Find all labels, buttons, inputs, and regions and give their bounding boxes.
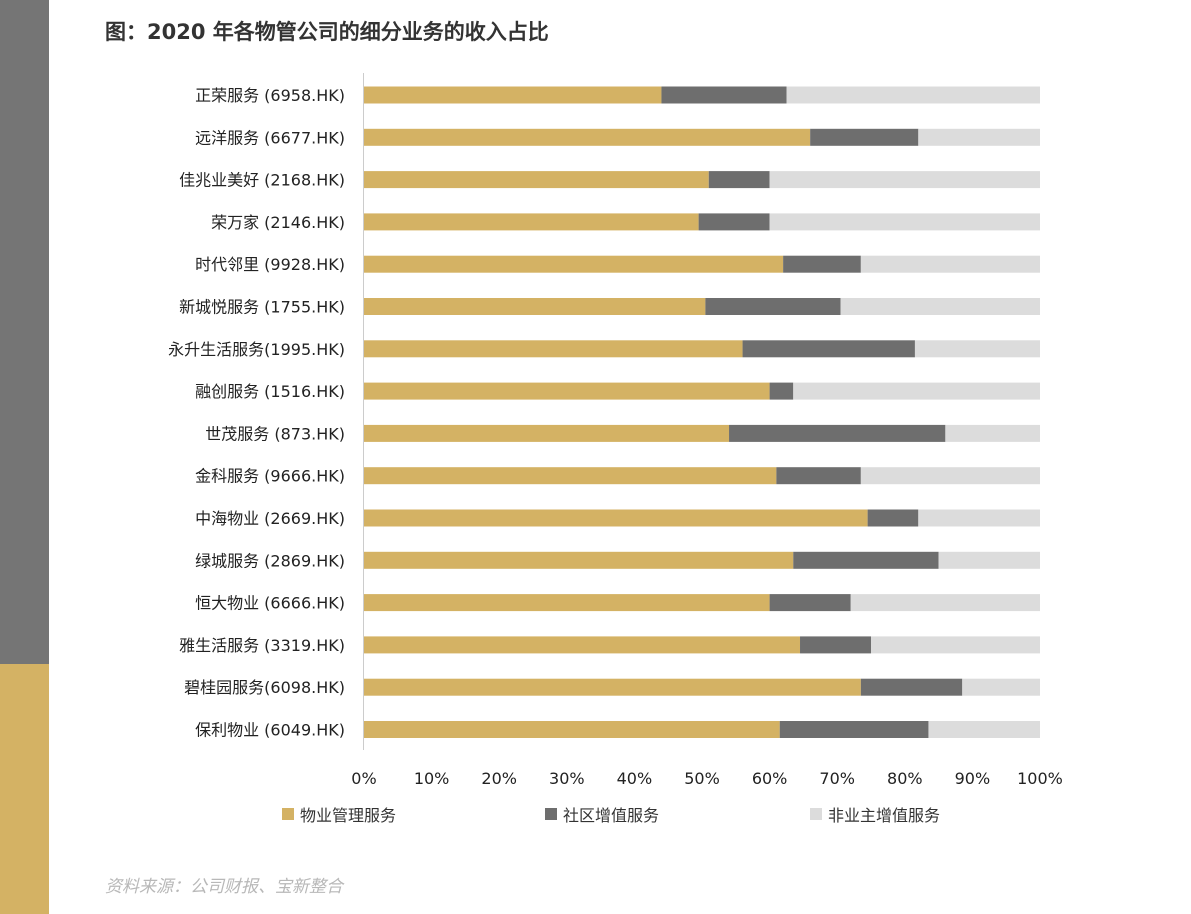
category-label: 荣万家 (2146.HK): [211, 213, 345, 232]
x-tick-label: 40%: [617, 769, 653, 788]
bar-segment: [364, 340, 743, 358]
category-label: 远洋服务 (6677.HK): [195, 128, 345, 147]
x-tick-label: 60%: [752, 769, 788, 788]
category-label: 永升生活服务(1995.HK): [168, 340, 345, 359]
sidebar-accent-bottom: [0, 664, 49, 914]
category-label: 恒大物业 (6666.HK): [195, 594, 345, 613]
category-label: 金科服务 (9666.HK): [195, 467, 345, 486]
bar-segment: [850, 594, 1040, 612]
bar-segment: [364, 382, 770, 400]
x-tick-label: 20%: [481, 769, 517, 788]
x-tick-label: 50%: [684, 769, 720, 788]
legend-item-non-owner-services: 非业主增值服务: [810, 802, 940, 826]
bar-segment: [364, 721, 780, 738]
bar-segment: [708, 171, 770, 189]
bar-segment: [945, 424, 1040, 442]
legend-label: 社区增值服务: [563, 806, 660, 825]
bar-segment: [364, 594, 770, 612]
bar-segment: [705, 298, 841, 315]
legend-swatch: [545, 808, 557, 820]
category-label: 融创服务 (1516.HK): [195, 382, 345, 401]
x-tick-label: 70%: [819, 769, 855, 788]
legend-label: 非业主增值服务: [828, 806, 941, 825]
category-label: 世茂服务 (873.HK): [205, 424, 345, 443]
bar-segment: [779, 721, 929, 738]
legend-item-community-services: 社区增值服务: [545, 802, 659, 826]
bar-segment: [786, 86, 1040, 104]
bar-segment: [698, 213, 770, 231]
bar-segment: [800, 636, 871, 654]
bar-segment: [661, 86, 787, 104]
bar-segment: [364, 213, 699, 231]
bar-segment: [364, 255, 784, 273]
bar-segment: [776, 467, 861, 485]
x-tick-label: 10%: [414, 769, 450, 788]
bar-segment: [364, 636, 801, 654]
x-tick-label: 0%: [351, 769, 376, 788]
x-tick-label: 30%: [549, 769, 585, 788]
bar-segment: [364, 171, 709, 189]
bar-segment: [769, 594, 851, 612]
category-label: 绿城服务 (2869.HK): [195, 551, 345, 570]
bar-segment: [793, 382, 1040, 400]
bar-segment: [840, 298, 1040, 315]
sidebar-accent-top: [0, 0, 49, 664]
bar-segment: [928, 721, 1040, 738]
legend-item-property-management: 物业管理服务: [282, 802, 396, 826]
category-label: 新城悦服务 (1755.HK): [179, 298, 345, 317]
bar-segment: [364, 551, 794, 569]
x-tick-label: 90%: [955, 769, 991, 788]
category-label: 佳兆业美好 (2168.HK): [179, 171, 345, 190]
bar-segment: [871, 636, 1040, 654]
bar-segment: [860, 255, 1040, 273]
bar-segment: [867, 509, 919, 527]
bar-segment: [914, 340, 1040, 358]
bar-segment: [962, 678, 1040, 696]
bar-segment: [918, 509, 1040, 527]
bar-segment: [769, 171, 1040, 189]
bar-segment: [769, 213, 1040, 231]
category-label: 雅生活服务 (3319.HK): [179, 636, 345, 655]
bar-segment: [742, 340, 915, 358]
bar-segment: [860, 467, 1040, 485]
bar-segment: [364, 424, 730, 442]
bar-segment: [364, 467, 777, 485]
bar-segment: [364, 128, 811, 146]
category-label: 中海物业 (2669.HK): [195, 509, 345, 528]
bar-segment: [364, 86, 662, 104]
category-label: 时代邻里 (9928.HK): [195, 255, 345, 274]
bar-segment: [769, 382, 794, 400]
x-tick-label: 100%: [1017, 769, 1063, 788]
bar-segment: [783, 255, 861, 273]
legend-swatch: [282, 808, 294, 820]
bar-segment: [364, 678, 861, 696]
category-label: 碧桂园服务(6098.HK): [184, 678, 345, 697]
category-label: 正荣服务 (6958.HK): [195, 86, 345, 105]
bar-segment: [729, 424, 946, 442]
bar-segment: [364, 298, 706, 315]
legend-swatch: [810, 808, 822, 820]
bar-segment: [938, 551, 1040, 569]
bar-segment: [810, 128, 919, 146]
bar-segment: [918, 128, 1040, 146]
legend-label: 物业管理服务: [300, 806, 397, 825]
bar-segment: [364, 509, 868, 527]
source-note: 资料来源：公司财报、宝新整合: [105, 877, 343, 897]
bar-segment: [793, 551, 939, 569]
bar-segment: [860, 678, 963, 696]
category-label: 保利物业 (6049.HK): [195, 721, 345, 740]
chart-title: 图：2020 年各物管公司的细分业务的收入占比: [105, 20, 549, 44]
x-tick-label: 80%: [887, 769, 923, 788]
